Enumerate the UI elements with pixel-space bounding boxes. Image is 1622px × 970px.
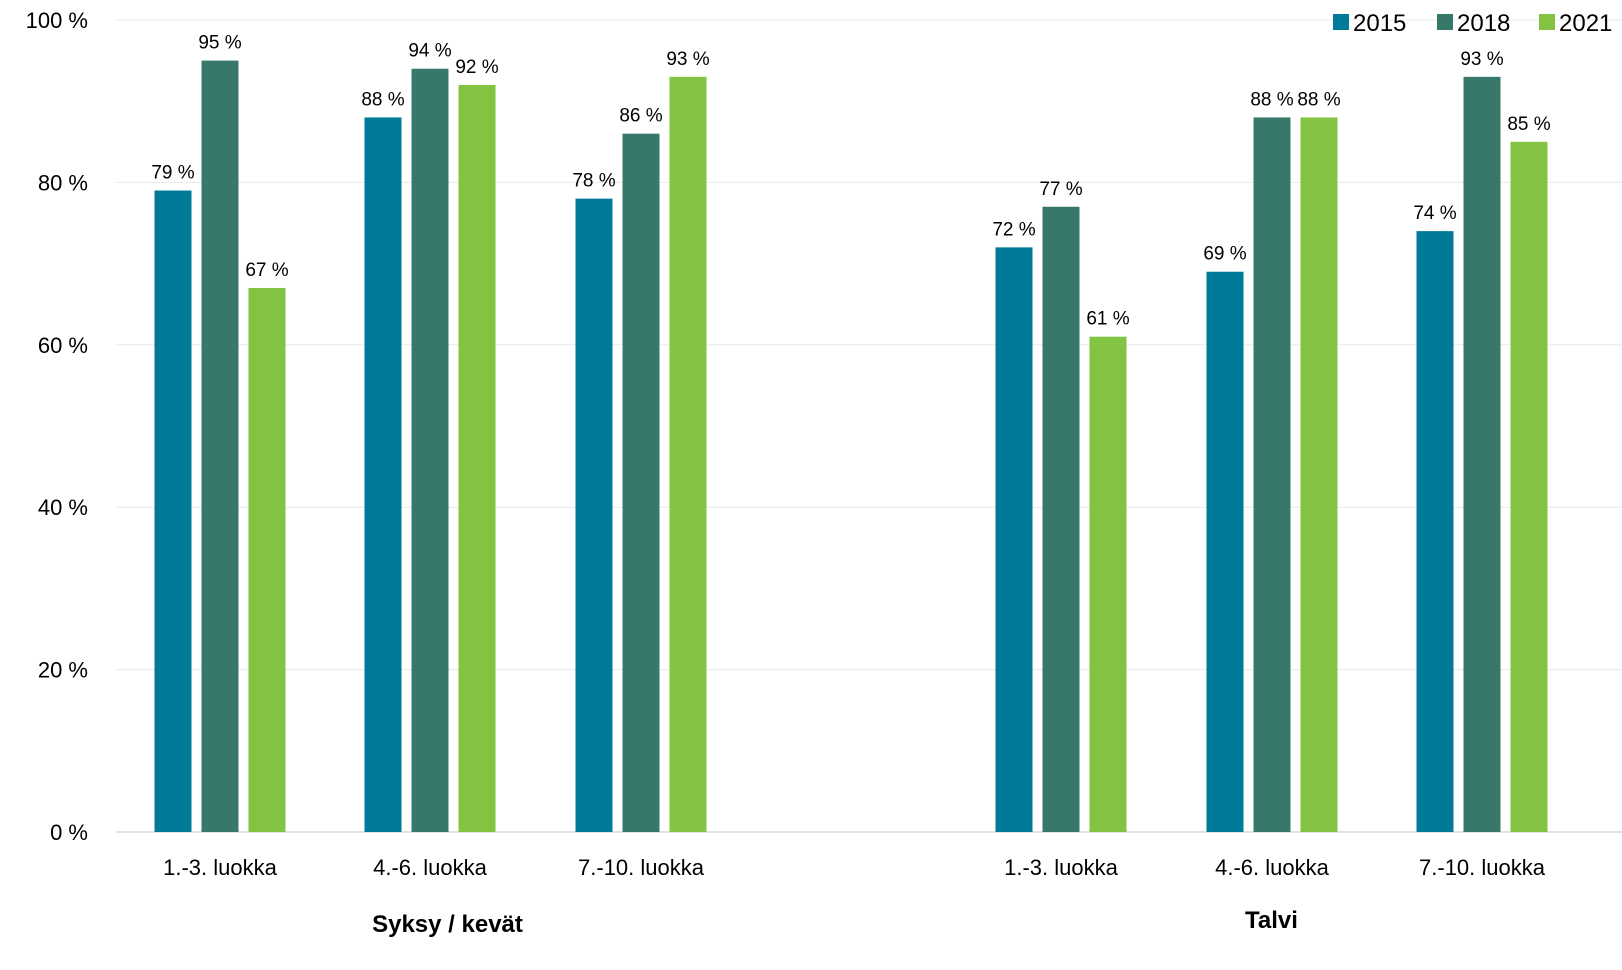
group-label: Talvi xyxy=(1245,907,1298,934)
bar-2021 xyxy=(458,84,496,832)
bar-2018 xyxy=(411,68,449,833)
y-tick-label: 0 % xyxy=(50,820,88,845)
bar-2018 xyxy=(1253,117,1291,832)
bars xyxy=(154,60,1548,833)
bar-2015 xyxy=(575,198,613,832)
y-tick-label: 80 % xyxy=(38,170,88,195)
data-label: 95 % xyxy=(198,33,241,54)
bar-2021 xyxy=(669,76,707,833)
bar-2021 xyxy=(248,287,286,833)
data-label: 86 % xyxy=(619,106,662,127)
group-label: Syksy / kevät xyxy=(372,911,523,938)
legend-item-2021: 2021 xyxy=(1539,10,1612,37)
data-labels: 79 % 88 % 78 % 72 % 69 % 74 % 95 % 94 % 86 % 77 %… xyxy=(151,33,1550,330)
data-label: 77 % xyxy=(1039,179,1082,200)
data-label: 61 % xyxy=(1086,309,1129,330)
x-tick-label: 1.-3. luokka xyxy=(163,855,277,880)
data-label: 69 % xyxy=(1203,244,1246,265)
legend-swatch xyxy=(1437,14,1453,30)
legend-swatch xyxy=(1333,14,1349,30)
gridlines xyxy=(116,19,1622,833)
x-tick-label: 1.-3. luokka xyxy=(1004,855,1118,880)
data-label: 79 % xyxy=(151,163,194,184)
legend-label: 2018 xyxy=(1457,10,1510,37)
data-label: 93 % xyxy=(666,49,709,70)
bar-2021 xyxy=(1300,117,1338,832)
data-label: 94 % xyxy=(408,41,451,62)
data-label: 88 % xyxy=(1297,89,1340,110)
data-label: 88 % xyxy=(1250,89,1293,110)
x-tick-label: 7.-10. luokka xyxy=(578,855,705,880)
bar-2021 xyxy=(1089,336,1127,832)
y-tick-label: 60 % xyxy=(38,333,88,358)
legend-item-2015: 2015 xyxy=(1333,10,1406,37)
bar-2015 xyxy=(154,190,192,832)
legend-swatch xyxy=(1539,14,1555,30)
x-tick-label: 7.-10. luokka xyxy=(1419,855,1546,880)
data-label: 85 % xyxy=(1507,114,1550,135)
legend-item-2018: 2018 xyxy=(1437,10,1510,37)
bar-2015 xyxy=(1416,231,1454,832)
bar-2018 xyxy=(1042,206,1080,832)
bar-2018 xyxy=(201,60,239,833)
bar-2021 xyxy=(1510,141,1548,833)
x-tick-label: 4.-6. luokka xyxy=(373,855,487,880)
data-label: 74 % xyxy=(1413,203,1456,224)
data-label: 78 % xyxy=(572,171,615,192)
data-label: 88 % xyxy=(361,89,404,110)
bar-2015 xyxy=(995,247,1033,833)
bar-2015 xyxy=(1206,271,1244,833)
y-tick-label: 40 % xyxy=(38,495,88,520)
x-axis: 1.-3. luokka 4.-6. luokka 7.-10. luokka Syk… xyxy=(163,855,1546,938)
y-axis: 0 % 20 % 40 % 60 % 80 % 100 % xyxy=(26,8,88,845)
legend-label: 2021 xyxy=(1559,10,1612,37)
data-label: 92 % xyxy=(455,57,498,78)
legend-label: 2015 xyxy=(1353,10,1406,37)
data-label: 67 % xyxy=(245,260,288,281)
data-label: 93 % xyxy=(1460,49,1503,70)
bar-2015 xyxy=(364,117,402,832)
bar-2018 xyxy=(1463,76,1501,833)
data-label: 72 % xyxy=(992,219,1035,240)
x-tick-label: 4.-6. luokka xyxy=(1215,855,1329,880)
y-tick-label: 100 % xyxy=(26,8,88,33)
bar-2018 xyxy=(622,133,660,832)
y-tick-label: 20 % xyxy=(38,658,88,683)
legend: 2015 2018 2021 xyxy=(1333,10,1612,37)
